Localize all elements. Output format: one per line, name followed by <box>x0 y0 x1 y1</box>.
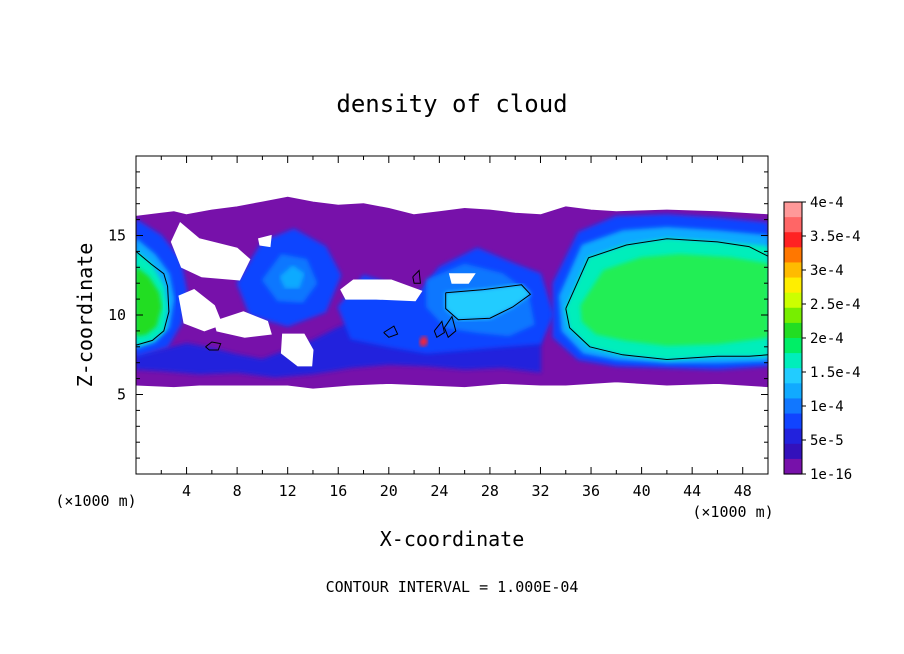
clear-air-hole <box>448 273 476 284</box>
x-tick-label: 20 <box>380 482 398 500</box>
colorbar-swatch <box>784 398 802 415</box>
colorbar-label: 1e-16 <box>810 467 852 483</box>
x-tick-label: 8 <box>233 482 242 500</box>
colorbar-swatch <box>784 443 802 460</box>
colorbar-swatch <box>784 247 802 264</box>
y-tick-label: 10 <box>108 306 126 324</box>
colorbar-swatch <box>784 307 802 324</box>
colorbar-label: 4e-4 <box>810 195 844 211</box>
contour-field <box>136 196 768 389</box>
colorbar-label: 2.5e-4 <box>810 297 861 313</box>
colorbar: 4e-4 3.5e-4 3e-4 2.5e-4 2e-4 1.5e-4 1e-4 5e-5 1e… <box>783 195 861 483</box>
region-west-blob-peak <box>136 266 162 337</box>
colorbar-swatch <box>784 428 802 445</box>
x-axis-label: X-coordinate <box>380 527 525 551</box>
contour-line <box>136 251 170 346</box>
colorbar-swatch <box>784 292 802 309</box>
clear-air-hole <box>288 344 301 361</box>
colorbar-label: 3.5e-4 <box>810 229 861 245</box>
colorbar-swatch <box>784 368 802 384</box>
x-unit-right: (×1000 m) <box>692 503 773 521</box>
contour-line <box>433 320 445 339</box>
y-tick-label: 5 <box>117 386 126 404</box>
colorbar-swatch <box>784 202 802 218</box>
colorbar-swatch <box>784 232 802 248</box>
x-tick-label: 48 <box>734 482 752 500</box>
x-tick-label: 24 <box>430 482 448 500</box>
x-tick-label: 4 <box>182 482 191 500</box>
colorbar-label: 2e-4 <box>810 331 844 347</box>
colorbar-swatch <box>784 217 802 233</box>
clear-air-hole <box>213 311 272 338</box>
y-tick-label: 15 <box>108 227 126 245</box>
chart-title: density of cloud <box>336 90 567 118</box>
contour-line <box>445 284 532 321</box>
clear-air-hole <box>340 279 423 302</box>
colorbar-label: 1.5e-4 <box>810 365 861 381</box>
x-tick-label: 28 <box>481 482 499 500</box>
contour-line <box>565 308 768 361</box>
colorbar-swatch <box>784 353 802 369</box>
y-axis-label: Z-coordinate <box>73 243 97 388</box>
colorbar-swatch <box>784 338 802 354</box>
contour-interval-note: CONTOUR INTERVAL = 1.000E-04 <box>326 578 579 596</box>
x-tick-label: 16 <box>329 482 347 500</box>
colorbar-label: 1e-4 <box>810 399 844 415</box>
clear-air-hole <box>170 221 251 281</box>
clear-air-hole <box>258 234 272 248</box>
colorbar-label: 3e-4 <box>810 263 844 279</box>
contour-line <box>443 315 457 339</box>
colorbar-swatch <box>784 262 802 279</box>
colorbar-swatch <box>784 383 802 400</box>
contour-line <box>383 325 399 338</box>
x-tick-label: 44 <box>683 482 701 500</box>
colorbar-swatch <box>784 413 802 430</box>
colorbar-swatch <box>784 277 802 294</box>
x-tick-label: 40 <box>633 482 651 500</box>
x-tick-label: 32 <box>531 482 549 500</box>
contour-line <box>565 238 768 309</box>
region-east-blob-peak <box>580 254 768 346</box>
region-mid-blob-peak <box>279 265 305 289</box>
contour-lines <box>136 238 768 361</box>
x-unit-left: (×1000 m) <box>55 492 136 510</box>
region-red-spot <box>418 334 429 348</box>
contour-line <box>412 269 421 284</box>
x-tick-label: 12 <box>279 482 297 500</box>
colorbar-swatch <box>784 322 802 339</box>
colorbar-swatch <box>784 458 802 475</box>
colorbar-label: 5e-5 <box>810 433 844 449</box>
contour-line <box>205 341 222 351</box>
x-tick-label: 36 <box>582 482 600 500</box>
